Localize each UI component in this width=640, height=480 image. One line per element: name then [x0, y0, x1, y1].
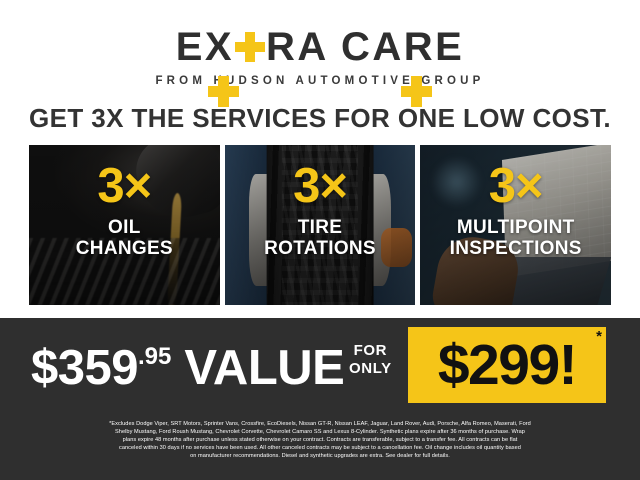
panel-label-line1: MULTIPOINT: [456, 217, 575, 238]
photo-detail-tire: [266, 145, 374, 305]
panel-overlay: [224, 145, 416, 305]
panel-label: TIRE ROTATIONS: [264, 217, 376, 259]
asterisk-marker: *: [596, 328, 602, 345]
for-label: FOR: [353, 342, 388, 359]
panel-multiplier: 3×: [488, 159, 544, 213]
panel-overlay: [29, 145, 220, 305]
brand-tagline: FROM HUDSON AUTOMOTIVE GROUP: [155, 75, 485, 87]
tire-held-by-technician-photo: [224, 145, 416, 305]
panel-label-line1: TIRE: [297, 217, 343, 238]
panel-label: OIL CHANGES: [76, 217, 173, 259]
diagnostic-laptop-photo: [420, 145, 612, 305]
disclaimer-line-1: *Excludes Dodge Viper, SRT Motors, Sprin…: [109, 421, 531, 427]
photo-detail-bokeh: [431, 154, 482, 209]
value-word: VALUE: [184, 341, 345, 395]
panel-overlay: [420, 145, 612, 305]
logo-wordmark: EX RA CARE: [176, 26, 465, 68]
sale-price: $299!: [437, 333, 578, 397]
photo-detail-foreground: [29, 237, 220, 305]
only-label: ONLY: [349, 360, 392, 377]
disclaimer-line-4: canceled within 30 days if no services h…: [119, 445, 521, 452]
panel-label-line2: CHANGES: [75, 238, 173, 259]
panel-content: 3× OIL CHANGES: [29, 145, 220, 305]
panel-content: 3× MULTIPOINT INSPECTIONS: [420, 145, 611, 305]
logo-text-part2: RA CARE: [266, 25, 465, 69]
panel-label-line1: OIL: [108, 217, 141, 238]
panel-label-line2: INSPECTIONS: [449, 238, 582, 259]
top-white-section: EX RA CARE FROM HUDSON AUTOMOTIVE GROUP G…: [0, 26, 640, 305]
brand-logo: EX RA CARE FROM HUDSON AUTOMOTIVE GROUP: [0, 26, 640, 87]
service-panel-tire-rotations: 3× TIRE ROTATIONS: [224, 145, 416, 305]
panel-label: MULTIPOINT INSPECTIONS: [450, 217, 582, 259]
disclaimer-line-5: on manufacturer recommendations. Diesel …: [190, 453, 450, 460]
service-panel-multipoint-inspections: 3× MULTIPOINT INSPECTIONS: [420, 145, 612, 305]
plus-icon-separator-1: [208, 76, 239, 107]
disclaimer-line-2: Shelby Mustang, Ford Roush Mustang, Chev…: [115, 429, 525, 436]
panel-multiplier: 3×: [293, 159, 348, 213]
service-panels: 3× OIL CHANGES 3×: [29, 145, 612, 305]
service-panel-oil-changes: 3× OIL CHANGES: [29, 145, 220, 305]
disclaimer-section: *Excludes Dodge Viper, SRT Motors, Sprin…: [0, 413, 640, 480]
headline: GET 3X THE SERVICES FOR ONE LOW COST.: [28, 103, 612, 133]
total-value-price: $359.95 VALUE: [31, 331, 345, 395]
value-amount: $359: [31, 341, 139, 395]
panel-content: 3× TIRE ROTATIONS: [225, 145, 416, 305]
panel-multiplier: 3×: [97, 159, 152, 213]
photo-detail-sleeve: [381, 228, 412, 267]
plus-icon: [235, 32, 266, 62]
sale-price-box: $299! *: [408, 327, 606, 403]
photo-detail-tread: [281, 145, 359, 305]
value-cents: .95: [138, 343, 172, 370]
oil-pouring-photo: [29, 145, 220, 305]
panel-label-line2: ROTATIONS: [264, 238, 376, 259]
disclaimer-line-3: plans expire 48 months after purchase un…: [122, 437, 518, 444]
for-only-label: FOR ONLY: [349, 342, 392, 378]
logo-text-part1: EX: [175, 25, 235, 69]
plus-icon-separator-2: [401, 76, 432, 107]
